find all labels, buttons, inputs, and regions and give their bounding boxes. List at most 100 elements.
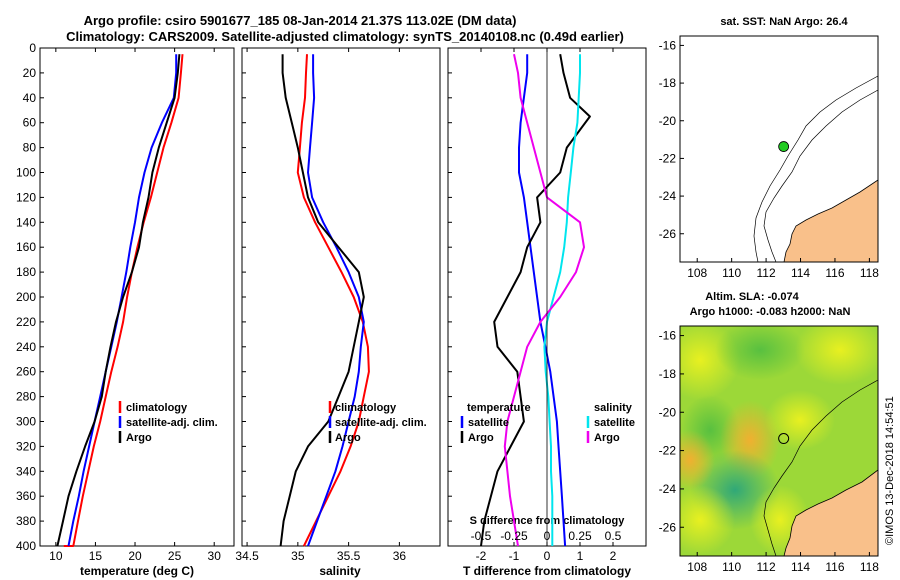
sst-map-frame [679, 35, 879, 263]
difference-panel: T difference from climatology S differen… [447, 47, 647, 578]
series-line-temperature-climatology [63, 54, 184, 547]
salinity-legend: climatology satellite-adj. clim. Argo [328, 401, 427, 444]
legend-s-argo: Argo [594, 432, 620, 444]
ytick-label-depth: 380 [16, 514, 36, 528]
map-xtick-label: 118 [860, 266, 879, 280]
ytick-label-depth: 340 [16, 464, 36, 478]
ytick-label-depth: 360 [16, 489, 36, 503]
xtick-label-difference: -1 [509, 549, 520, 563]
map-xtick-label: 114 [791, 560, 810, 574]
ytick-label-depth: 60 [23, 116, 37, 130]
map-ytick-label: -24 [659, 189, 677, 203]
xtick-label-s-difference: -0.5 [471, 529, 492, 543]
ytick-label-depth: 160 [16, 240, 36, 254]
xtick-label-salinity: 36 [393, 549, 407, 563]
legend-climatology-s: climatology [335, 402, 397, 414]
map-xtick-label: 110 [722, 560, 741, 574]
sla-map-title-2: Argo h1000: -0.083 h2000: NaN [690, 306, 851, 318]
legend-satellite-adj-clim-s: satellite-adj. clim. [335, 417, 427, 429]
sst-argo-marker [778, 141, 790, 152]
sla-argo-marker [778, 433, 790, 445]
ytick-label-depth: 140 [16, 215, 36, 229]
series-line-difference-s-argo [503, 53, 585, 547]
map-ytick-label: -22 [659, 151, 677, 165]
sla-heatmap [680, 326, 878, 556]
legend-temperature-title: temperature [467, 402, 531, 414]
xtick-label-difference: -2 [476, 549, 487, 563]
ytick-label-depth: 220 [16, 315, 36, 329]
ytick-label-depth: 120 [16, 190, 36, 204]
legend-argo-s: Argo [335, 432, 361, 444]
sst-map-panel: sat. SST: NaN Argo: 26.4 108 110 112 114 116… [659, 16, 880, 280]
ytick-label-depth: 100 [16, 166, 36, 180]
map-ytick-label: -26 [659, 227, 677, 241]
temperature-panel: temperature (deg C) 10 15 20 25 300204060801… [16, 41, 452, 578]
ytick-label-depth: 240 [16, 340, 36, 354]
ytick-label-depth: 320 [16, 439, 36, 453]
map-xtick-label: 110 [722, 266, 741, 280]
legend-s-satellite: satellite [594, 417, 635, 429]
title-line-1: Argo profile: csiro 5901677_185 08-Jan-2… [84, 13, 517, 28]
map-xtick-label: 116 [825, 560, 844, 574]
ytick-label-depth: 40 [23, 91, 37, 105]
map-xtick-label: 112 [757, 266, 776, 280]
map-ytick-label: -16 [659, 329, 677, 343]
map-xtick-label: 114 [791, 266, 810, 280]
map-ytick-label: -20 [659, 114, 677, 128]
sst-map-title: sat. SST: NaN Argo: 26.4 [720, 16, 848, 28]
temperature-axis-label: temperature (deg C) [80, 564, 194, 578]
legend-argo: Argo [126, 432, 152, 444]
ytick-label-depth: 20 [23, 66, 37, 80]
xtick-label-salinity: 34.5 [235, 549, 259, 563]
sla-land [783, 469, 878, 556]
map-xtick-label: 108 [687, 266, 707, 280]
t-difference-axis-label: T difference from climatology [463, 564, 631, 578]
ytick-label-depth: 80 [23, 141, 37, 155]
ytick-label-depth: 300 [16, 415, 36, 429]
xtick-label-salinity: 35 [291, 549, 305, 563]
legend-climatology: climatology [126, 402, 188, 414]
ytick-label-depth: 260 [16, 365, 36, 379]
legend-t-satellite: satellite [468, 417, 509, 429]
xtick-label-difference: 2 [610, 549, 617, 563]
salinity-panel: salinity 34.5 35 35.5 36 climatology satell… [235, 47, 441, 578]
sst-land [783, 179, 878, 262]
ytick-label-depth: 400 [16, 539, 36, 553]
legend-satellite-adj-clim: satellite-adj. clim. [126, 417, 218, 429]
watermark: ©IMOS 13-Dec-2018 14:54:51 [884, 396, 896, 545]
series-line-salinity-climatology [296, 54, 370, 547]
map-ytick-label: -18 [659, 76, 677, 90]
sla-map-title-1: Altim. SLA: -0.074 [705, 291, 799, 303]
map-ytick-label: -16 [659, 38, 677, 52]
map-xtick-label: 112 [757, 560, 776, 574]
temperature-plot-frame [39, 47, 235, 547]
title-line-2: Climatology: CARS2009. Satellite-adjuste… [66, 29, 624, 44]
xtick-label-temperature: 10 [49, 549, 63, 563]
ytick-label-depth: 200 [16, 290, 36, 304]
xtick-label-temperature: 15 [89, 549, 103, 563]
legend-salinity-title: salinity [594, 402, 633, 414]
difference-legend: temperature satellite Argo salinity sate… [460, 402, 635, 444]
xtick-label-s-difference: 0 [544, 529, 551, 543]
salinity-axis-label: salinity [319, 564, 361, 578]
xtick-label-s-difference: 0.25 [568, 529, 592, 543]
ytick-label-depth: 0 [29, 41, 36, 55]
series-line-temperature-satellite-adj-clim- [67, 54, 178, 547]
xtick-label-temperature: 30 [208, 549, 222, 563]
legend-t-argo: Argo [468, 432, 494, 444]
sst-shelf-contour [763, 89, 878, 262]
ytick-label-depth: 280 [16, 390, 36, 404]
xtick-label-s-difference: -0.25 [500, 529, 528, 543]
map-ytick-label: -24 [659, 482, 677, 496]
series-line-difference-t-argo [480, 54, 591, 547]
xtick-label-s-difference: 0.5 [605, 529, 622, 543]
xtick-label-temperature: 20 [128, 549, 142, 563]
sla-map-frame [679, 325, 879, 557]
series-line-salinity-satellite-adj-clim- [307, 54, 365, 547]
series-line-difference-t-satellite [518, 54, 567, 547]
salinity-plot-frame [241, 47, 441, 547]
map-xtick-label: 108 [687, 560, 707, 574]
sla-map-panel: Altim. SLA: -0.074 Argo h1000: -0.083 h2… [659, 291, 880, 574]
sla-shelf-contour [763, 379, 878, 556]
